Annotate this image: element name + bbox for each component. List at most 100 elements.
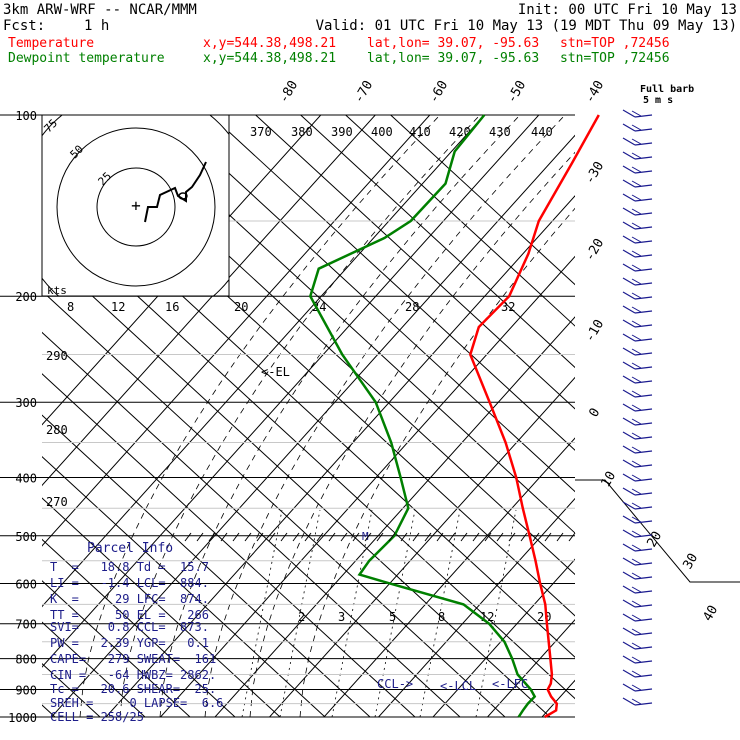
mixing-ratio-line (419, 509, 461, 717)
wind-barb-flag (631, 334, 642, 341)
wind-barb-flag (631, 320, 642, 327)
moist-adiabat-line (119, 115, 481, 717)
wind-barb-shaft (634, 226, 653, 230)
wind-barb-flag (622, 361, 636, 370)
diagram-barb (280, 532, 288, 542)
wind-barb-shaft (634, 184, 653, 188)
wind-barb-flag (622, 431, 636, 440)
dewpoint-station: stn=TOP ,72456 (560, 51, 670, 66)
wind-barb-flag (622, 305, 636, 314)
isotherm-label-top: -50 (504, 78, 529, 106)
wind-barb-flag (631, 180, 642, 187)
wind-barb-flag (631, 446, 642, 453)
diagram-barb (196, 532, 204, 542)
wind-barb-flag (622, 683, 636, 692)
lcl-marker-label: LCL (454, 679, 476, 693)
wind-barb-flag (631, 138, 642, 145)
diagram-barb (400, 532, 408, 542)
wind-barb-shaft (634, 310, 653, 314)
pressure-label-500: 500 (15, 530, 37, 544)
wind-barb-shaft (634, 632, 653, 636)
wind-barb-shaft (634, 170, 653, 174)
dry-adiabat-line (42, 497, 281, 717)
temperature-xy: x,y=544.38,498.21 (203, 36, 336, 51)
wind-barb-shaft (634, 282, 653, 286)
mixing-ratio-line (475, 509, 517, 717)
isotherm-label-top: -60 (426, 78, 451, 106)
pressure-label-300: 300 (15, 396, 37, 410)
wind-barb-flag (631, 208, 642, 215)
parcel-row-k-lfc: K = 29 LFC= 874. (50, 592, 209, 606)
diagram-barb (184, 532, 192, 542)
diagram-barb (220, 532, 228, 542)
diagram-barb (424, 532, 432, 542)
diagram-barb (472, 532, 480, 542)
wind-barb-flag (622, 515, 636, 524)
diagram-barb (340, 532, 348, 542)
wind-barb-flag (622, 235, 636, 244)
diagram-barb (316, 532, 324, 542)
mixing-ratio-labels: 2 3 5 8 12 20 (298, 610, 551, 624)
wind-barb-flag (622, 123, 636, 132)
dry-adiabat-line (42, 455, 326, 717)
wind-barb-flag (631, 600, 642, 607)
diagram-barb (484, 532, 492, 542)
diagram-barb (232, 532, 240, 542)
theta-label-380: 380 (291, 125, 313, 139)
ccl-marker-label: CCL (377, 677, 399, 691)
wind-barb-flag (622, 277, 636, 286)
parcel-row-sreh-lapse: SREH = 0 LAPSE= 6.6 (50, 696, 223, 710)
wind-barb-shaft (634, 534, 653, 538)
wind-barb-shaft (634, 478, 653, 482)
wind-barb-flag (631, 614, 642, 621)
mixing-ratio-label-8: 8 (438, 610, 445, 624)
wind-barb-flag (631, 348, 642, 355)
temperature-trace (468, 114, 600, 719)
diagram-barb (256, 532, 264, 542)
wind-barb-flag (622, 193, 636, 202)
wind-barb-flag (631, 474, 642, 481)
wind-barb-flag (631, 516, 642, 523)
hodograph-frame (41, 114, 230, 297)
wind-barb-flag (622, 613, 636, 622)
dry-adiabat-line (344, 115, 575, 327)
wind-barb-flag (622, 319, 636, 328)
wind-barb-flag (631, 264, 642, 271)
isotherm-line (432, 558, 575, 717)
lfc-marker-label: LFC (506, 677, 528, 691)
wind-barb-flag (622, 165, 636, 174)
isotherm-line (268, 376, 575, 717)
mixing-ratio-line (331, 509, 373, 717)
parcel-row-tt-el: TT = 50 EL = 266 (50, 608, 209, 622)
wind-barb-flag (622, 179, 636, 188)
dry-adiabat-line (0, 73, 10, 717)
hodograph-loop (178, 192, 188, 200)
wind-barb-flag (631, 558, 642, 565)
mixing-ratio-label-20: 20 (537, 610, 551, 624)
pressure-label-1000: 1000 (8, 711, 37, 725)
wind-barb-flag (631, 292, 642, 299)
pressure-label-600: 600 (15, 577, 37, 591)
wind-barb-shaft (634, 520, 653, 524)
wind-barb-flag (631, 236, 642, 243)
isotherm-label-right: 10 (598, 469, 619, 490)
barb-legend-speed: 5 m s (643, 95, 673, 106)
shear-label-12: 12 (111, 300, 125, 314)
wind-barb-flag (631, 376, 642, 383)
wind-barb-shaft (634, 436, 653, 440)
diagram-barb (292, 532, 300, 542)
el-marker-label: EL (275, 365, 289, 379)
theta-label-290: 290 (46, 349, 68, 363)
wind-barb-shaft (634, 324, 653, 328)
mixing-ratio-line (241, 509, 283, 717)
level-markers: <-EL CCL-> <-LCL <-LFC M (261, 365, 528, 693)
init-time: Init: 00 UTC Fri 10 May 13 (518, 2, 737, 18)
parcel-row-t-td: T = 18.8 Td = 15.7 (50, 560, 209, 574)
wind-barb-flag (622, 347, 636, 356)
temperature-station: stn=TOP ,72456 (560, 36, 670, 51)
dewpoint-header-row: Dewpoint temperature x,y=544.38,498.21 l… (8, 51, 670, 66)
moist-adiabat-line (299, 207, 575, 717)
wind-barb-flag (631, 670, 642, 677)
moist-adiabat-line (79, 115, 441, 717)
